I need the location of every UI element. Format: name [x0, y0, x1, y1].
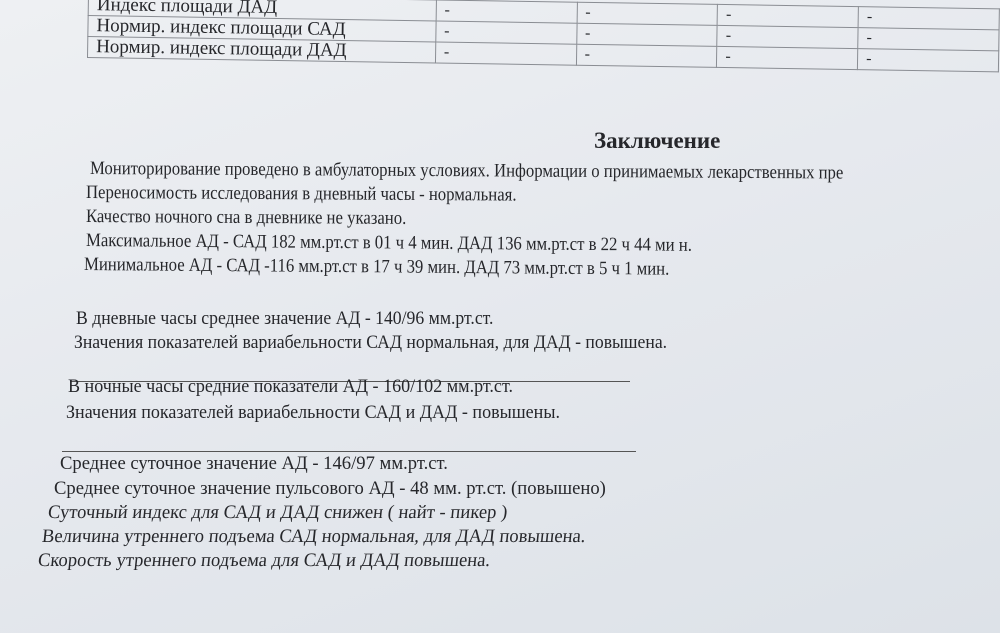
indices-table: Индекс площади ДАД - - - - Нормир. индек… — [87, 0, 1000, 72]
cell: - — [717, 4, 859, 28]
conclusion-line: Минимальное АД - САД -116 мм.рт.ст в 17 … — [83, 254, 670, 280]
cell: - — [857, 27, 1000, 51]
conclusion-line: Величина утреннего подъема САД нормальна… — [40, 526, 587, 547]
cell: - — [858, 6, 1000, 30]
row-label: Нормир. индекс площади ДАД — [87, 36, 436, 63]
conclusion-line: Среднее суточное значение АД - 146/97 мм… — [60, 453, 448, 474]
conclusion-line: Значения показателей вариабельности САД … — [66, 402, 560, 423]
conclusion-line: Среднее суточное значение пульсового АД … — [54, 478, 606, 499]
conclusion-line: Скорость утреннего подъема для САД и ДАД… — [36, 550, 492, 571]
conclusion-line: Максимальное АД - САД 182 мм.рт.ст в 01 … — [85, 230, 692, 256]
conclusion-line: В дневные часы среднее значение АД - 140… — [76, 308, 494, 329]
conclusion-line: В ночные часы средние показатели АД - 16… — [68, 376, 513, 397]
cell: - — [576, 2, 718, 26]
cell: - — [857, 48, 999, 72]
conclusion-line: Суточный индекс для САД и ДАД снижен ( н… — [46, 502, 509, 523]
cell: - — [716, 46, 858, 70]
cell: - — [435, 20, 577, 45]
conclusion-line: Мониторирование проведено в амбулаторных… — [89, 158, 844, 184]
cell: - — [435, 41, 577, 66]
cell: - — [717, 25, 859, 49]
cell: - — [435, 0, 578, 24]
divider — [70, 381, 630, 382]
conclusion-line: Переносимость исследования в дневный час… — [85, 182, 517, 206]
conclusion-line: Значения показателей вариабельности САД … — [74, 332, 668, 353]
cell: - — [576, 44, 718, 68]
divider — [62, 451, 636, 452]
conclusion-line: Качество ночного сна в дневнике не указа… — [85, 206, 407, 229]
conclusion-title: Заключение — [594, 128, 721, 153]
cell: - — [576, 23, 718, 47]
